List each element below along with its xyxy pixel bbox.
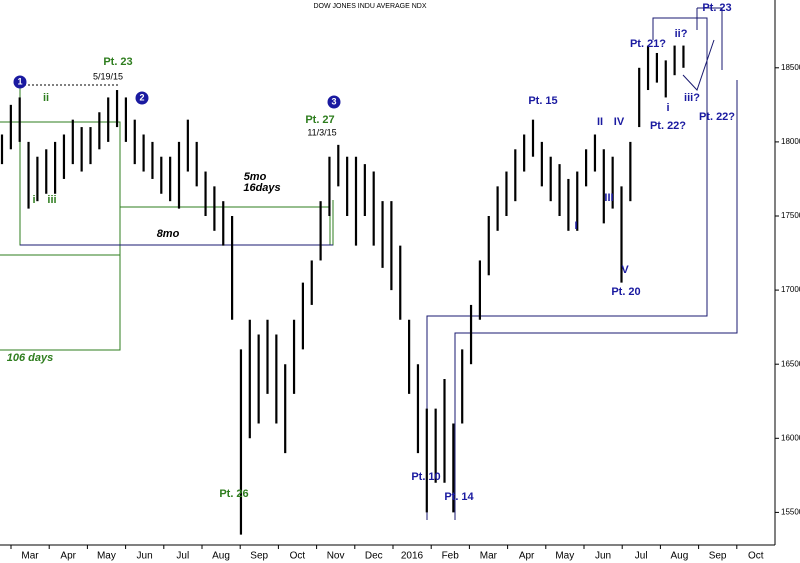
- annotation: iii: [47, 194, 56, 206]
- x-tick-label: Jul: [176, 551, 189, 562]
- annotation: 106 days: [7, 352, 53, 364]
- annotation: Pt. 26: [219, 488, 248, 500]
- annotation: Pt. 22?: [699, 111, 735, 123]
- x-tick-label: May: [97, 551, 116, 562]
- wave-marker: [13, 75, 27, 89]
- wave-marker: [135, 91, 149, 105]
- x-tick-label: Jun: [595, 551, 611, 562]
- x-tick-label: Apr: [60, 551, 76, 562]
- x-tick-label: 2016: [401, 551, 424, 562]
- x-tick-label: Jul: [635, 551, 648, 562]
- annotation: Pt. 20: [611, 286, 640, 298]
- wave-marker: [327, 95, 341, 109]
- annotation: I: [574, 220, 577, 232]
- annotation: 8mo: [157, 228, 180, 240]
- annotation: Pt. 14: [444, 491, 474, 503]
- x-tick-label: Jun: [137, 551, 153, 562]
- annotation: Pt. 23: [702, 2, 731, 14]
- annotation: 5/19/15: [93, 71, 123, 81]
- x-tick-label: Apr: [519, 551, 535, 562]
- annotation: ii: [43, 92, 49, 104]
- annotation: i: [666, 102, 669, 114]
- x-tick-label: Oct: [290, 551, 306, 562]
- annotation: IV: [614, 116, 625, 128]
- annotation: iii?: [684, 92, 700, 104]
- annotation: Pt. 23: [103, 56, 132, 68]
- annotation: i: [32, 194, 35, 206]
- y-tick-label: 17000: [781, 285, 800, 294]
- y-tick-label: 18000: [781, 137, 800, 146]
- x-tick-label: Mar: [21, 551, 39, 562]
- x-tick-label: Aug: [212, 551, 230, 562]
- annotation: 1: [17, 76, 22, 86]
- x-tick-label: Nov: [327, 551, 345, 562]
- annotation: 11/3/15: [307, 127, 336, 137]
- annotation: 3: [331, 96, 336, 106]
- annotation: ii?: [675, 28, 688, 40]
- annotation: III: [604, 192, 613, 204]
- annotation: Pt. 27: [305, 114, 334, 126]
- x-tick-label: Oct: [748, 551, 764, 562]
- x-tick-label: Sep: [250, 551, 268, 562]
- annotation: Pt. 21?: [630, 38, 666, 50]
- chart-title: DOW JONES INDU AVERAGE NDX: [313, 3, 426, 10]
- x-tick-label: Feb: [442, 551, 460, 562]
- annotation: 16days: [243, 182, 280, 194]
- x-tick-label: May: [555, 551, 574, 562]
- y-tick-label: 18500: [781, 63, 800, 72]
- annotation: V: [621, 264, 629, 276]
- navy-cycles: [426, 7, 738, 520]
- y-tick-label: 15500: [781, 508, 800, 517]
- green-cycles: [0, 85, 334, 351]
- annotation: Pt. 22?: [650, 120, 686, 132]
- annotation: 5mo: [244, 171, 267, 183]
- x-tick-label: Mar: [480, 551, 498, 562]
- annotation: Pt. 15: [528, 95, 557, 107]
- y-tick-label: 16500: [781, 359, 800, 368]
- annotation: 2: [139, 92, 144, 102]
- x-tick-label: Sep: [709, 551, 727, 562]
- x-tick-label: Dec: [365, 551, 383, 562]
- y-tick-label: 17500: [781, 211, 800, 220]
- x-tick-label: Aug: [671, 551, 689, 562]
- y-tick-label: 16000: [781, 433, 800, 442]
- cycle-lines: [0, 7, 738, 520]
- annotation: Pt. 10: [411, 471, 440, 483]
- annotation: II: [597, 116, 603, 128]
